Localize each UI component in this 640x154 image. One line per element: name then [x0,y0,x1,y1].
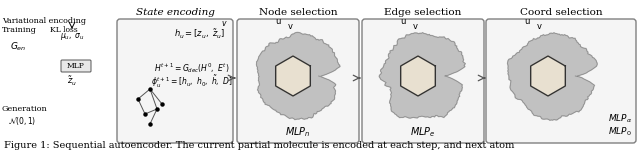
Text: v: v [287,22,292,31]
Text: $MLP_0$: $MLP_0$ [608,126,632,138]
Text: State encoding: State encoding [136,8,214,17]
Text: $\mathcal{N}(0,1)$: $\mathcal{N}(0,1)$ [8,115,36,127]
Text: u: u [524,17,530,26]
Polygon shape [276,56,310,96]
Text: $h_u = [z_u,\ \tilde{z}_u]$: $h_u = [z_u,\ \tilde{z}_u]$ [175,27,225,41]
Polygon shape [531,56,565,96]
Text: $v$: $v$ [221,20,227,28]
Text: Coord selection: Coord selection [520,8,602,17]
Text: $MLP_n$: $MLP_n$ [285,125,311,139]
Polygon shape [380,33,465,118]
Text: Edge selection: Edge selection [384,8,461,17]
Polygon shape [508,33,597,120]
Text: v: v [413,22,417,31]
Text: KL loss: KL loss [50,26,77,34]
Text: $G_{en}$: $G_{en}$ [10,41,26,53]
Polygon shape [401,56,435,96]
FancyBboxPatch shape [486,19,636,143]
Text: v: v [536,22,541,31]
Text: $\phi_u^{t+1} = [h_u,\ h_0,\ \tilde{h},\ D]$: $\phi_u^{t+1} = [h_u,\ h_0,\ \tilde{h},\… [151,74,233,90]
Text: $MLP_\alpha$: $MLP_\alpha$ [608,113,632,125]
FancyBboxPatch shape [362,19,484,143]
Text: $H^{t+1} = G_{dec}(H^0,\ E^t)$: $H^{t+1} = G_{dec}(H^0,\ E^t)$ [154,61,230,75]
Text: MLP: MLP [67,62,85,70]
FancyBboxPatch shape [237,19,359,143]
Text: $\mu_u,\ \sigma_u$: $\mu_u,\ \sigma_u$ [60,30,84,41]
Polygon shape [257,32,340,120]
Text: $MLP_e$: $MLP_e$ [410,125,436,139]
Text: u: u [400,17,406,26]
Text: Node selection: Node selection [259,8,337,17]
Text: Variational encoding: Variational encoding [2,17,86,25]
Text: Figure 1: Sequential autoencoder. The current partial molecule is encoded at eac: Figure 1: Sequential autoencoder. The cu… [4,141,515,150]
Text: Training: Training [2,26,37,34]
Text: u: u [275,17,281,26]
Text: $\tilde{z}_u$: $\tilde{z}_u$ [67,74,77,88]
FancyBboxPatch shape [61,60,91,72]
FancyBboxPatch shape [117,19,233,143]
Text: Generation: Generation [2,105,48,113]
